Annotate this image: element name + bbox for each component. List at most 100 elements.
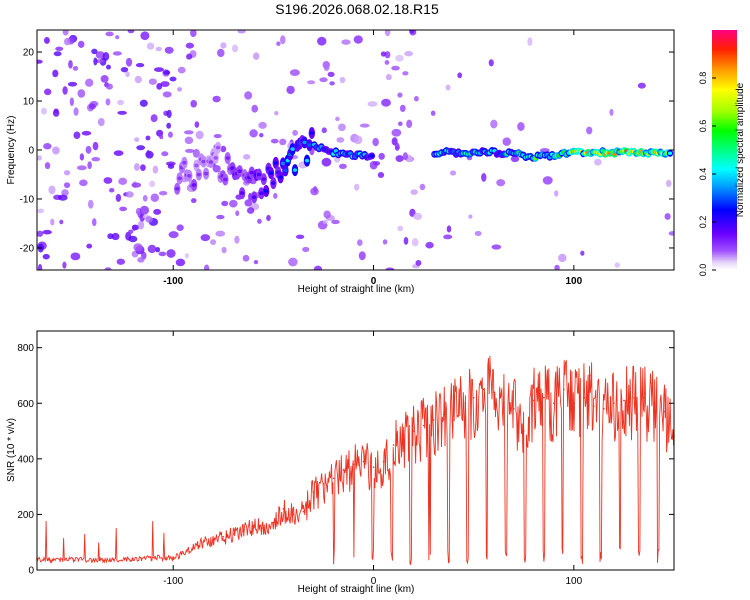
spectrogram-noise-cell xyxy=(410,189,418,195)
spectrogram-x-ticks: -100 0 100 xyxy=(163,30,583,287)
spectrogram-ridge-core xyxy=(208,160,214,164)
spectrogram-ridge-core xyxy=(280,161,286,166)
spectrogram-noise-cell xyxy=(402,71,409,76)
spectrogram-noise-cell xyxy=(554,190,559,197)
spectrogram-noise-cell xyxy=(176,224,184,232)
spectrogram-noise-cell xyxy=(162,91,172,98)
spectrogram-noise-cell xyxy=(105,83,113,90)
spectrogram-noise-cell xyxy=(397,225,404,232)
spectrogram-noise-cell xyxy=(109,188,115,193)
spectrogram-noise-cell xyxy=(186,53,193,60)
spectrogram-noise-cell xyxy=(135,62,145,68)
spectrogram-noise-cell xyxy=(76,165,87,171)
spectrogram-noise-cell xyxy=(249,129,258,138)
spectrogram-noise-cell xyxy=(337,123,346,132)
snr-data-point xyxy=(172,556,175,559)
spectrogram-ridge-core xyxy=(194,163,199,168)
spectrogram-noise-cell xyxy=(85,145,92,154)
spectrogram-noise-cell xyxy=(259,133,264,138)
snr-data-point xyxy=(663,410,665,413)
spectrogram-noise-cell xyxy=(474,230,482,236)
snr-data-point xyxy=(492,391,495,393)
spectrogram-noise-cell xyxy=(140,31,150,41)
spectrogram-noise-cell xyxy=(327,71,335,78)
spectrogram-noise-cell xyxy=(289,69,300,77)
snr-data-point xyxy=(452,408,455,410)
spectrogram-noise-cell xyxy=(317,36,327,46)
spectrogram-noise-cell xyxy=(184,130,194,135)
spectrogram-ridge-core xyxy=(187,173,192,178)
snr-data-point xyxy=(502,402,505,405)
snr-data-point xyxy=(593,405,595,407)
spectrogram-noise-cell xyxy=(118,177,128,186)
spectrogram-noise-cell xyxy=(136,145,146,151)
spectrogram-ridge-core xyxy=(263,189,269,193)
spectrogram-noise-cell xyxy=(491,244,502,250)
spectrogram-noise-cell xyxy=(150,193,160,202)
spectrogram-noise-cell xyxy=(127,30,135,34)
spectrogram-noise-cell xyxy=(100,74,109,83)
y-tick-label: -20 xyxy=(20,243,35,254)
spectrogram-noise-cell xyxy=(155,46,162,52)
snr-data-point xyxy=(322,483,325,485)
spectrogram-noise-cell xyxy=(131,182,142,188)
spectrogram-ridge-core xyxy=(283,168,288,173)
spectrogram-noise-cell xyxy=(62,261,67,269)
spectrogram-noise-cell xyxy=(105,31,114,37)
spectrogram-noise-cell xyxy=(488,59,494,67)
spectrogram-noise-cell xyxy=(63,182,71,189)
spectrogram-noise-cell xyxy=(395,155,404,163)
spectrogram-noise-cell xyxy=(111,232,120,241)
spectrogram-noise-cell xyxy=(163,70,171,75)
spectrogram-noise-cell xyxy=(79,153,85,161)
spectrogram-noise-cell xyxy=(119,206,128,212)
spectrogram-noise-cell xyxy=(185,42,195,49)
snr-data-point xyxy=(603,408,605,410)
snr-data-point xyxy=(52,559,54,562)
spectrogram-ridge-core xyxy=(307,143,312,147)
spectrogram-noise-cell xyxy=(446,225,452,233)
y-tick-label: 200 xyxy=(17,510,34,521)
spectrogram-ridge-core xyxy=(271,181,276,185)
spectrogram-ridge-core xyxy=(290,147,295,151)
spectrogram-noise-cell xyxy=(213,134,222,139)
spectrogram-noise-cell xyxy=(580,250,585,256)
snr-data-point xyxy=(532,399,535,402)
spectrogram-ridge-core xyxy=(196,172,202,177)
spectrogram-noise-cell xyxy=(97,117,105,127)
spectrogram-noise-cell xyxy=(217,48,225,58)
snr-data-point xyxy=(332,477,335,480)
spectrogram-ridge-core xyxy=(256,172,262,177)
spectrogram-noise-cell xyxy=(385,267,395,270)
snr-data-point xyxy=(613,402,615,405)
spectrogram-noise-cell xyxy=(44,162,51,170)
spectrogram-noise-cell xyxy=(367,101,378,107)
spectrogram-noise-cell xyxy=(359,123,370,128)
spectrogram-noise-cell xyxy=(42,229,52,235)
spectrogram-noise-cell xyxy=(105,98,111,106)
spectrogram-noise-cell xyxy=(63,37,71,46)
spectrogram-noise-cell xyxy=(614,262,621,268)
spectrogram-noise-cell xyxy=(445,84,451,91)
spectrogram-noise-cell xyxy=(148,78,157,85)
snr-data-point xyxy=(643,396,645,399)
spectrogram-noise-cell xyxy=(244,199,253,207)
spectrogram-noise-cell xyxy=(253,260,259,265)
colorbar-tick-label: 0.4 xyxy=(698,168,708,181)
spectrogram-y-label: Frequency (Hz) xyxy=(6,116,17,185)
spectrogram-noise-cell xyxy=(115,35,120,40)
snr-frame xyxy=(36,330,675,571)
spectrogram-noise-cell xyxy=(212,95,221,103)
spectrogram-ridge-core xyxy=(309,131,315,135)
colorbar-tick-label: 0.2 xyxy=(698,216,708,229)
snr-data-point xyxy=(312,491,315,493)
spectrogram-noise-cell xyxy=(190,198,197,204)
spectrogram-noise-cell xyxy=(637,82,646,89)
spectrogram-ridge-core xyxy=(273,161,278,165)
spectrogram-noise-cell xyxy=(394,142,400,151)
x-tick-label: -100 xyxy=(163,576,183,587)
spectrogram-noise-cell xyxy=(132,224,137,231)
spectrogram-noise-cell xyxy=(235,210,240,217)
spectrogram-noise-cell xyxy=(384,30,391,37)
snr-data-point xyxy=(442,413,445,416)
